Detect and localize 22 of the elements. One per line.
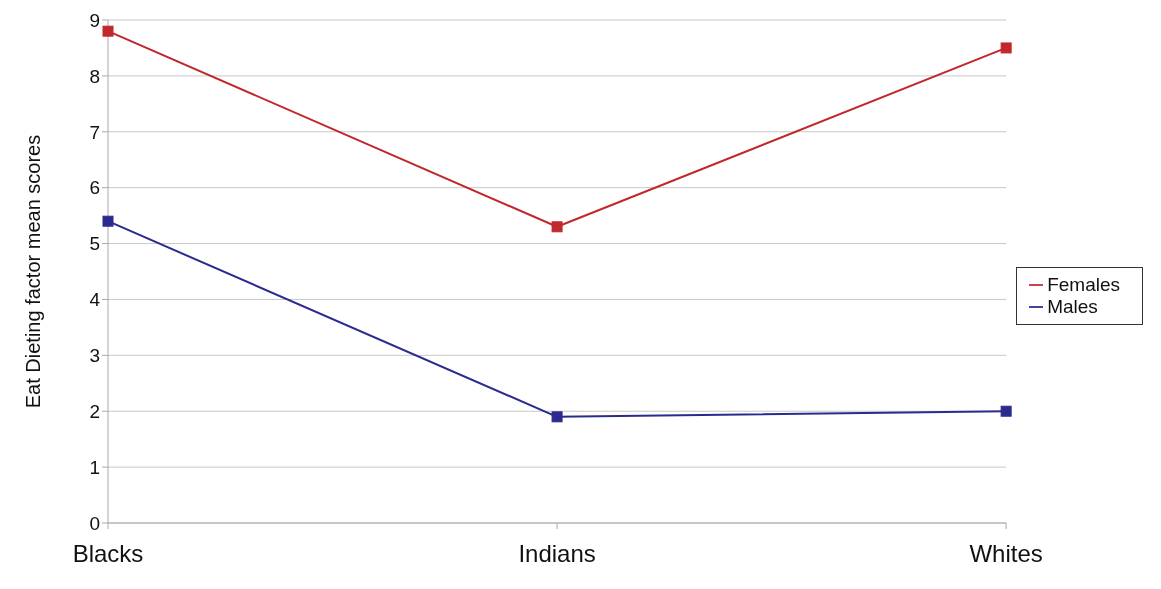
x-tick-label: Indians bbox=[518, 540, 596, 568]
x-tick-label: Whites bbox=[969, 540, 1043, 568]
point bbox=[1000, 405, 1012, 417]
y-tick-label: 3 bbox=[89, 345, 100, 367]
y-tick-label: 8 bbox=[89, 65, 100, 87]
y-tick-label: 2 bbox=[89, 400, 100, 422]
point bbox=[551, 411, 563, 423]
y-tick-label: 9 bbox=[89, 9, 100, 31]
point bbox=[1000, 42, 1012, 54]
point bbox=[102, 25, 114, 37]
y-axis-title: Eat Dieting factor mean scores bbox=[22, 134, 45, 409]
y-tick-label: 4 bbox=[89, 289, 101, 311]
y-tick-label: 7 bbox=[89, 121, 100, 143]
y-tick-label: 1 bbox=[89, 456, 100, 478]
x-tick-label: Blacks bbox=[72, 540, 144, 568]
point bbox=[551, 221, 563, 233]
point bbox=[102, 215, 114, 227]
legend-label: Females bbox=[1047, 273, 1120, 295]
legend-label: Males bbox=[1047, 295, 1098, 317]
y-tick-label: 0 bbox=[89, 512, 100, 534]
y-tick-label: 6 bbox=[89, 177, 100, 199]
y-tick-label: 5 bbox=[89, 233, 100, 255]
